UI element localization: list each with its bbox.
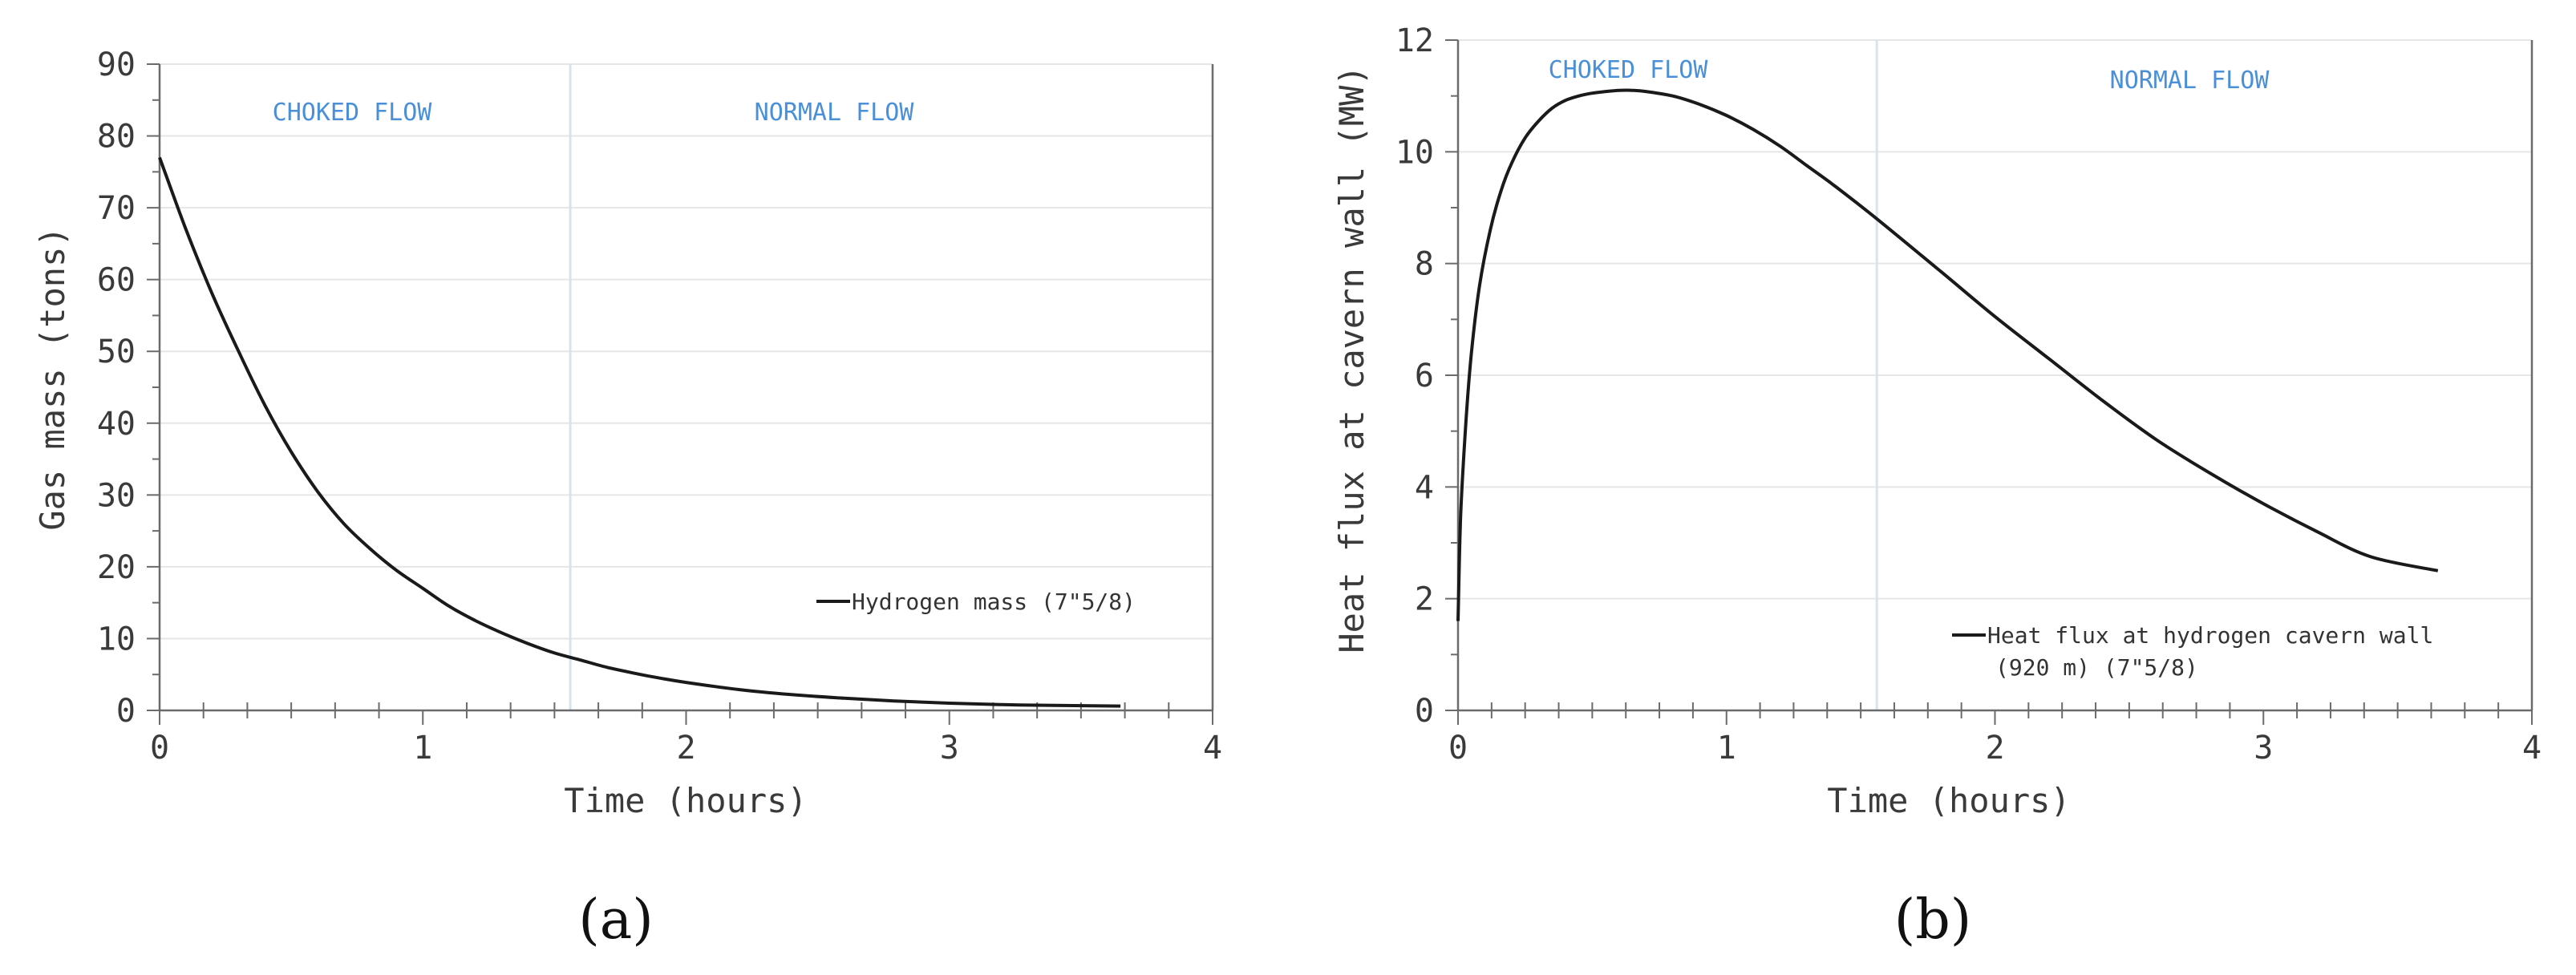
legend-label: Hydrogen mass (7"5/8) [852,589,1136,615]
y-tick-label: 20 [97,549,136,586]
x-tick-label: 3 [2254,730,2273,767]
y-tick-label: 8 [1415,246,1434,283]
series-line [1456,88,2439,621]
grid-layer [160,63,1213,640]
y-tick-label: 80 [97,119,136,156]
y-axis-title: Gas mass (tons) [33,226,72,530]
ticks-layer [147,63,1213,725]
region-label-normal: NORMAL FLOW [2110,67,2270,95]
y-tick-labels: 0 10 20 30 40 50 60 70 80 90 [97,47,136,730]
chart-panel-a: 0 1 2 3 4 0 10 20 30 40 50 60 70 80 90 CHOKED FLOW NO… [33,47,1222,952]
y-tick-label: 12 [1395,22,1434,59]
y-tick-label: 0 [116,693,136,730]
panel-label-b: (b) [1894,888,1972,952]
y-tick-label: 30 [97,477,136,514]
x-tick-labels: 0 1 2 3 4 [150,730,1222,767]
x-tick-label: 2 [1985,730,2004,767]
x-tick-label: 4 [1203,730,1222,767]
x-tick-label: 1 [413,730,432,767]
x-tick-label: 0 [150,730,169,767]
series-layer [158,156,1121,708]
legend: Hydrogen mass (7"5/8) [816,589,1136,615]
x-tick-label: 0 [1448,730,1468,767]
panel-label-a: (a) [578,888,654,952]
x-tick-label: 2 [676,730,695,767]
panel-label-b-text: (b) [1894,888,1972,952]
x-tick-labels: 0 1 2 3 4 [1448,730,2542,767]
y-tick-label: 60 [97,262,136,299]
region-label-choked: CHOKED FLOW [1549,56,1709,84]
x-tick-label: 3 [940,730,959,767]
y-tick-label: 50 [97,334,136,370]
y-tick-label: 0 [1415,693,1434,730]
ticks-layer [1445,39,2533,725]
y-tick-label: 70 [97,190,136,227]
y-tick-label: 6 [1415,358,1434,394]
legend-label: Heat flux at hydrogen cavern wall (920 m… [1987,622,2447,681]
y-tick-label: 10 [1395,134,1434,171]
y-tick-label: 2 [1415,581,1434,618]
y-tick-label: 90 [97,47,136,83]
legend: Heat flux at hydrogen cavern wall (920 m… [1952,622,2447,681]
y-axis-title: Heat flux at cavern wall (MW) [1332,65,1371,653]
legend-label-line-2: (920 m) (7"5/8) [1995,654,2198,681]
region-label-choked: CHOKED FLOW [273,99,433,127]
y-tick-labels: 0 2 4 6 8 10 12 [1395,22,1434,730]
x-axis-title: Time (hours) [1827,781,2070,820]
x-tick-label: 1 [1717,730,1736,767]
series-layer [1456,88,2439,621]
y-tick-label: 40 [97,406,136,443]
region-label-normal: NORMAL FLOW [755,99,915,127]
panel-label-a-text: (a) [578,888,654,952]
x-axis-title: Time (hours) [564,781,807,820]
x-tick-label: 4 [2522,730,2542,767]
y-tick-label: 10 [97,621,136,657]
grid-layer [1458,39,2532,600]
series-line [158,156,1121,708]
legend-label-line-1: Heat flux at hydrogen cavern wall [1987,622,2433,649]
y-tick-label: 4 [1415,469,1434,506]
